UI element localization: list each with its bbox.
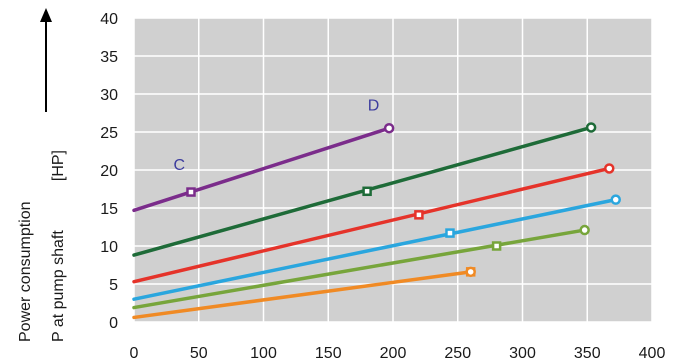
y-tick-labels: 0 5 10 15 20 25 30 35 40 xyxy=(100,11,118,332)
x-tick-labels: 0 50 100 150 200 250 300 350 400 xyxy=(130,345,666,362)
y-tick-label: 15 xyxy=(100,201,118,218)
y-tick-label: 20 xyxy=(100,163,118,180)
annotations: CD xyxy=(174,98,380,174)
series-endpoint-0 xyxy=(383,122,395,134)
series-line-3 xyxy=(132,197,618,301)
series-marker-square-0 xyxy=(186,187,196,197)
y-axis-unit: [HP] xyxy=(50,150,67,181)
x-tick-label: 200 xyxy=(380,345,407,362)
y-tick-label: 25 xyxy=(100,125,118,142)
x-tick-label: 50 xyxy=(190,345,208,362)
y-tick-label: 35 xyxy=(100,49,118,66)
x-tick-label: 0 xyxy=(130,345,139,362)
y-axis-label-line2: P at pump shaft xyxy=(50,230,67,342)
annotation-label: D xyxy=(368,98,380,115)
x-tick-label: 250 xyxy=(444,345,471,362)
series-line-0 xyxy=(132,126,391,213)
series-endpoint-4 xyxy=(579,224,590,236)
x-tick-label: 350 xyxy=(574,345,601,362)
y-tick-label: 10 xyxy=(100,239,118,256)
y-tick-label: 5 xyxy=(109,277,118,294)
y-tick-label: 30 xyxy=(100,87,118,104)
y-axis-label-line1: Power consumption xyxy=(17,201,34,342)
series-marker-square-1 xyxy=(362,186,372,197)
series-group xyxy=(132,122,621,320)
y-axis-arrowhead xyxy=(40,8,52,22)
series-marker-square-2 xyxy=(414,210,424,220)
series-line-4 xyxy=(132,228,587,310)
series-line-2 xyxy=(132,166,612,284)
y-tick-label: 40 xyxy=(100,11,118,28)
x-tick-label: 100 xyxy=(250,345,277,362)
x-tick-label: 400 xyxy=(639,345,666,362)
series-marker-square-4 xyxy=(491,241,502,251)
series-endpoint-3 xyxy=(610,194,621,205)
series-endpoint-1 xyxy=(585,122,597,133)
x-tick-label: 150 xyxy=(315,345,342,362)
series-marker-square-3 xyxy=(445,228,455,238)
y-tick-label: 0 xyxy=(109,315,118,332)
series-endpoint-5 xyxy=(465,266,476,278)
series-line-5 xyxy=(132,270,473,320)
x-tick-label: 300 xyxy=(509,345,536,362)
series-endpoint-2 xyxy=(604,163,615,174)
annotation-label: C xyxy=(174,157,186,174)
